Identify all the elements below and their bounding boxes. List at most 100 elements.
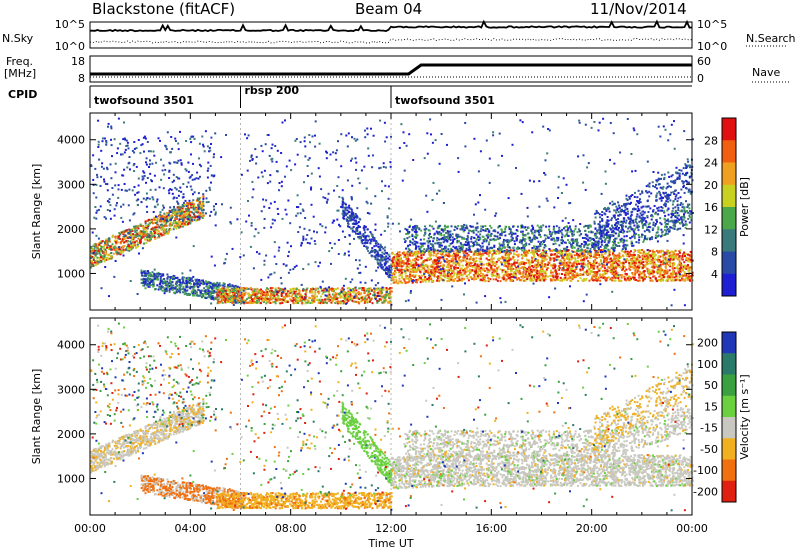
data-cell <box>97 249 100 252</box>
data-cell <box>342 296 345 299</box>
data-cell <box>314 291 317 294</box>
data-cell <box>131 241 134 244</box>
data-cell <box>139 235 142 238</box>
data-cell <box>144 283 147 285</box>
data-cell <box>376 299 379 302</box>
data-cell <box>188 202 191 204</box>
data-cell <box>175 176 178 178</box>
data-cell <box>286 301 289 303</box>
data-cell <box>341 203 344 206</box>
data-cell <box>108 247 110 250</box>
data-cell <box>118 234 121 237</box>
data-cell <box>376 261 379 264</box>
data-cell <box>250 294 253 297</box>
data-cell <box>297 231 300 233</box>
data-cell <box>388 276 391 279</box>
data-cell <box>136 191 139 194</box>
data-cell <box>142 136 145 139</box>
data-cell <box>109 163 112 166</box>
data-cell <box>90 259 93 262</box>
data-cell <box>594 255 597 258</box>
data-cell <box>353 289 356 292</box>
data-cell <box>546 254 549 257</box>
data-cell <box>160 274 163 277</box>
data-cell <box>199 289 202 292</box>
data-cell <box>354 213 357 216</box>
data-cell <box>542 270 545 273</box>
data-cell <box>332 298 334 301</box>
data-cell <box>337 301 340 304</box>
data-cell <box>369 242 372 245</box>
data-cell <box>176 214 179 217</box>
data-cell <box>130 246 133 248</box>
data-cell <box>362 235 365 238</box>
data-cell <box>106 242 109 245</box>
data-cell <box>353 223 356 225</box>
data-cell <box>296 212 299 215</box>
data-cell <box>377 282 380 285</box>
data-cell <box>137 245 140 248</box>
data-cell <box>368 299 371 302</box>
data-cell <box>600 256 603 259</box>
data-cell <box>534 274 537 276</box>
data-cell <box>151 279 154 282</box>
data-cell <box>176 200 179 203</box>
data-cell <box>197 192 200 195</box>
data-cell <box>238 292 241 295</box>
data-cell <box>573 261 576 264</box>
data-cell <box>624 261 627 264</box>
data-cell <box>364 295 367 298</box>
data-cell <box>351 297 354 300</box>
nsky-label: N.Sky <box>2 32 34 45</box>
data-cell <box>334 152 337 155</box>
data-cell <box>374 250 377 253</box>
data-cell <box>208 295 211 298</box>
data-cell <box>322 196 325 199</box>
data-cell <box>459 269 462 272</box>
data-cell <box>288 159 291 162</box>
data-cell <box>152 218 155 221</box>
data-cell <box>306 301 309 304</box>
data-cell <box>324 289 327 292</box>
data-cell <box>133 225 136 228</box>
data-cell <box>620 262 623 265</box>
data-cell <box>598 256 601 259</box>
data-cell <box>197 206 200 209</box>
cpid-segment-label: twofsound 3501 <box>395 94 495 107</box>
data-cell <box>182 217 185 220</box>
data-cell <box>222 296 225 299</box>
data-cell <box>140 224 143 227</box>
data-cell <box>160 285 163 288</box>
data-cell <box>599 273 601 276</box>
data-cell <box>482 263 485 266</box>
data-cell <box>161 208 164 211</box>
data-cell <box>185 169 188 172</box>
data-cell <box>90 266 93 269</box>
data-cell <box>245 301 248 304</box>
data-cell <box>184 199 187 202</box>
data-cell <box>135 147 138 150</box>
data-cell <box>199 291 202 294</box>
data-cell <box>387 185 390 188</box>
data-cell <box>641 249 643 251</box>
data-cell <box>106 183 109 186</box>
data-cell <box>169 206 172 209</box>
data-cell <box>521 254 524 257</box>
data-cell <box>149 231 152 234</box>
data-cell <box>190 277 193 280</box>
data-cell <box>347 287 350 290</box>
data-cell <box>554 256 557 259</box>
data-cell <box>479 257 482 260</box>
data-cell <box>173 291 176 294</box>
data-cell <box>200 165 203 168</box>
data-cell <box>189 203 192 206</box>
data-cell <box>216 284 218 287</box>
data-cell <box>460 260 463 263</box>
data-cell <box>121 246 124 249</box>
data-cell <box>530 256 533 259</box>
data-cell <box>201 202 204 205</box>
data-cell <box>128 232 131 234</box>
data-cell <box>280 288 282 291</box>
data-cell <box>226 286 229 289</box>
data-cell <box>276 299 279 302</box>
